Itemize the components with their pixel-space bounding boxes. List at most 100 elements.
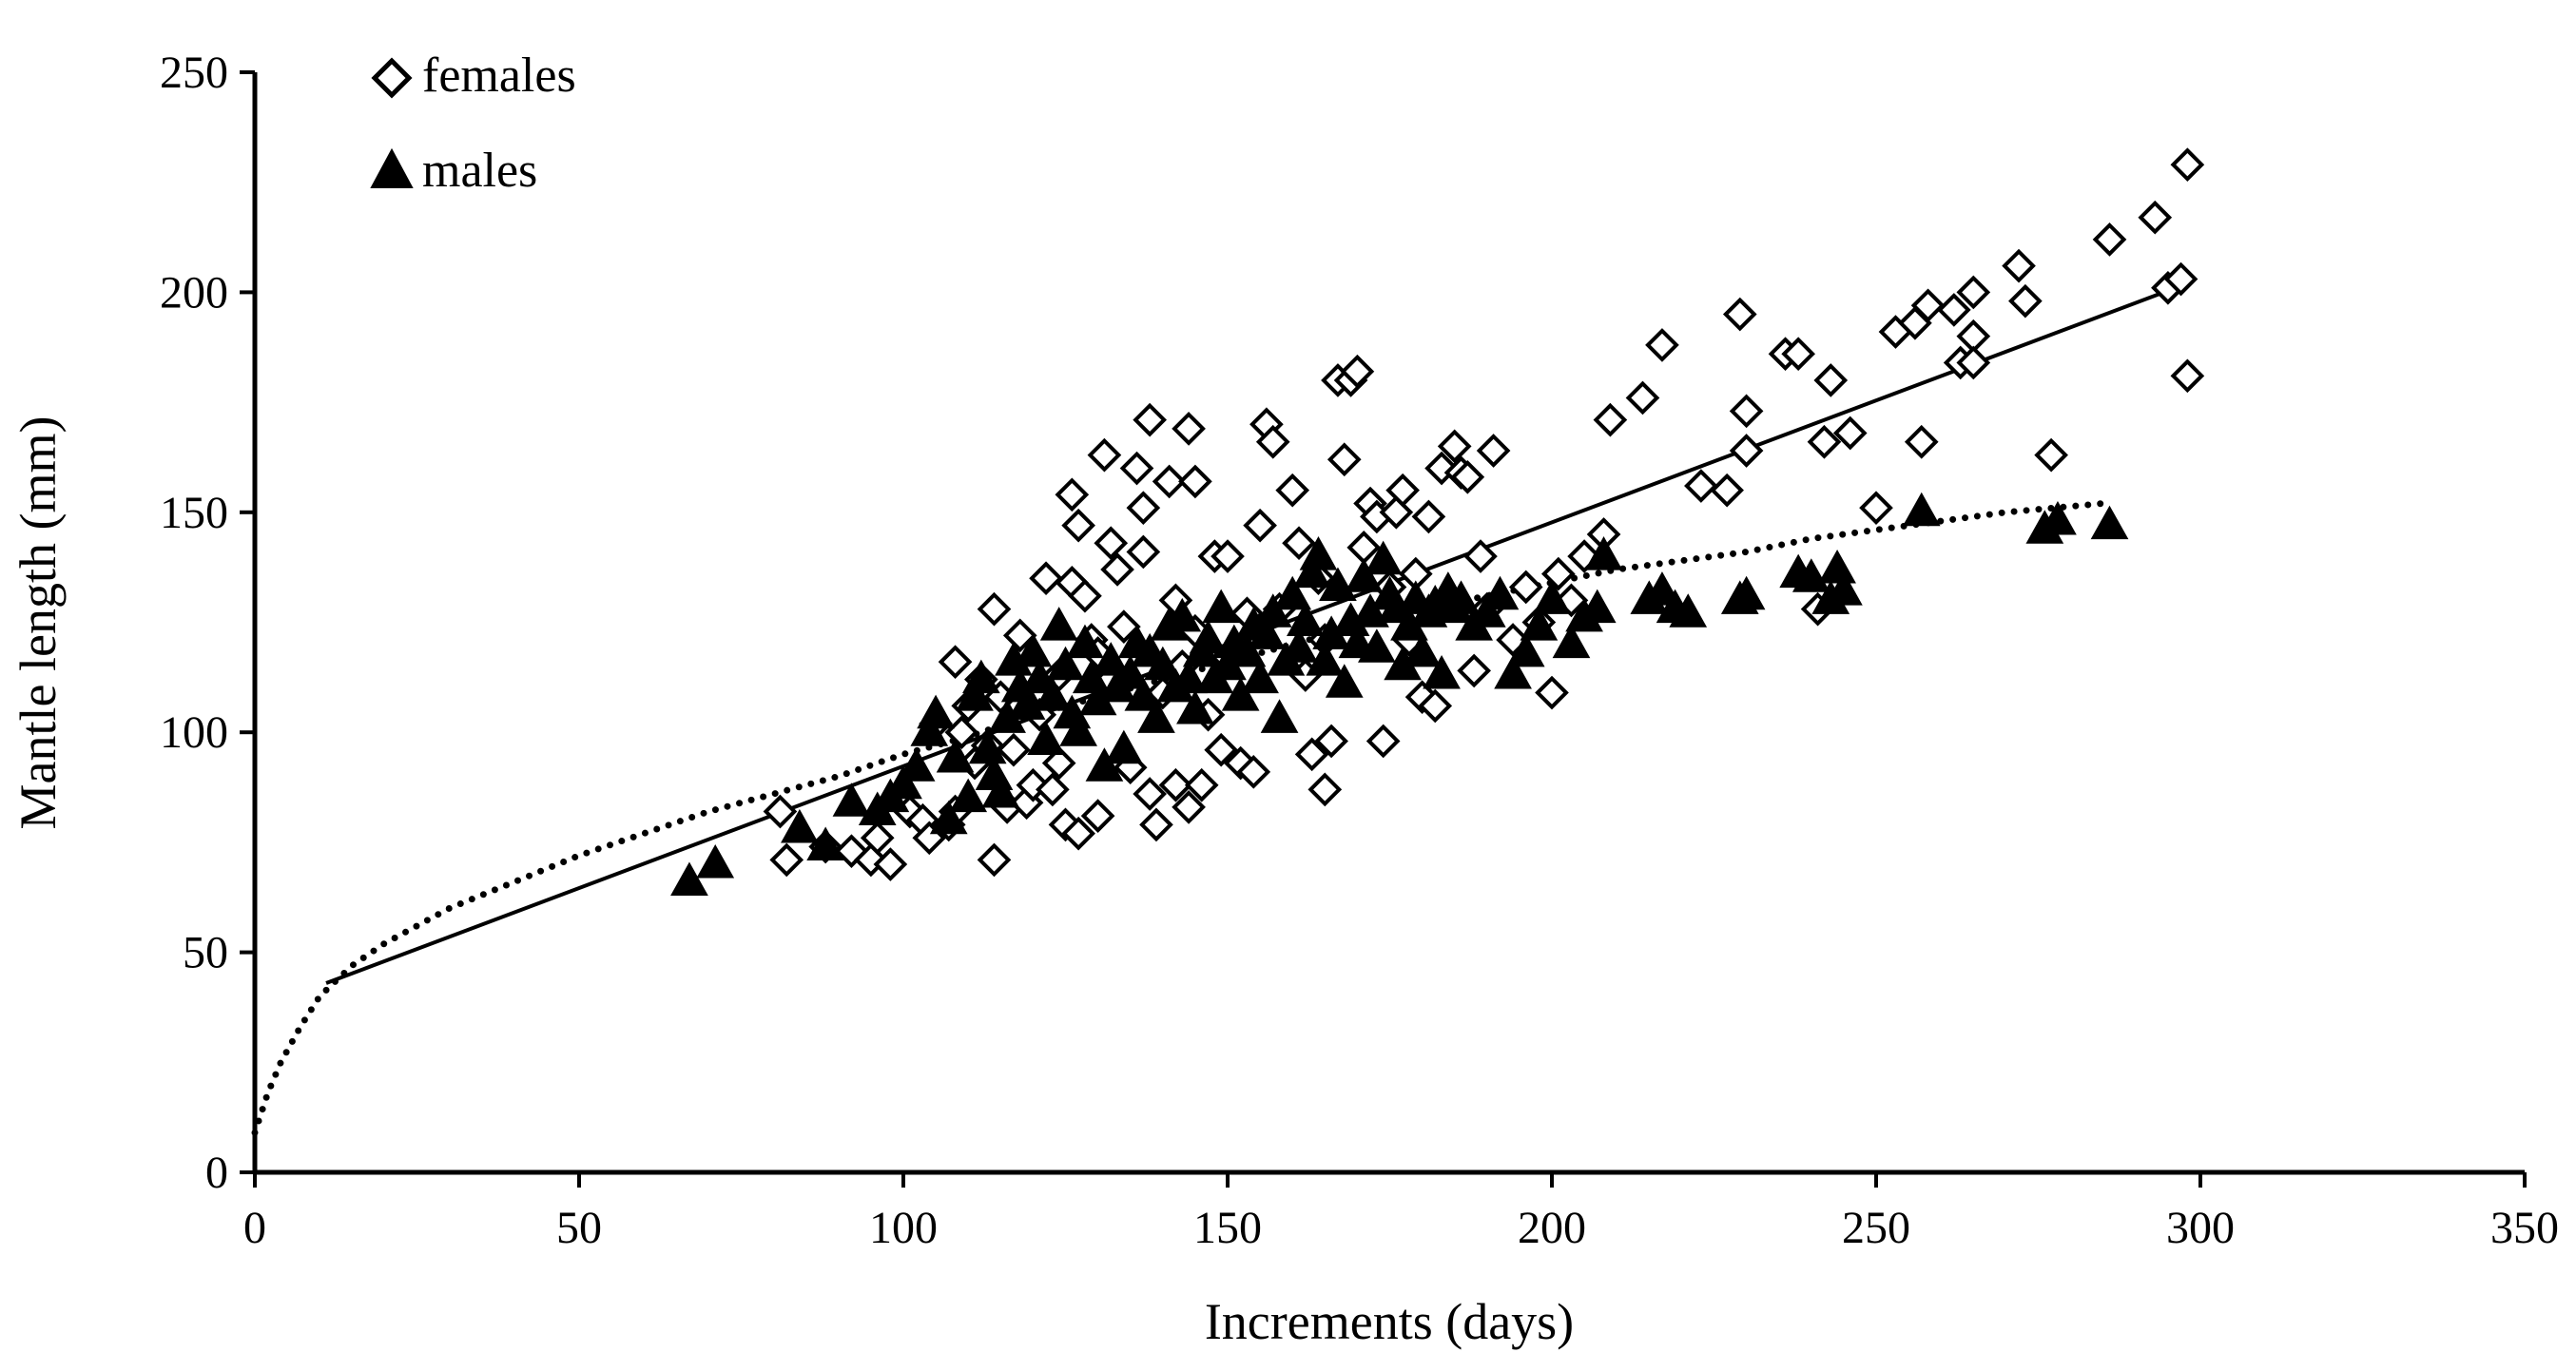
female-point bbox=[1418, 688, 1453, 724]
female-point bbox=[1178, 464, 1212, 499]
male-point bbox=[929, 800, 968, 835]
x-tick-label: 250 bbox=[1842, 1203, 1910, 1253]
female-point bbox=[1294, 737, 1329, 772]
axis-ticks: 0 50 100 150 200 250 300 350 0 50 100 150 200 250 bbox=[160, 48, 2559, 1253]
male-point bbox=[1494, 655, 1532, 689]
x-tick-label: 50 bbox=[556, 1203, 602, 1253]
female-point bbox=[1184, 767, 1219, 802]
male-point bbox=[2090, 505, 2129, 540]
female-point bbox=[1041, 745, 1076, 781]
female-point bbox=[1729, 394, 1764, 429]
female-point bbox=[1061, 816, 1095, 851]
female-point bbox=[1365, 724, 1401, 759]
male-point bbox=[1506, 632, 1545, 667]
female-point bbox=[1535, 675, 1569, 710]
female-point bbox=[1593, 402, 1628, 437]
female-point bbox=[1107, 609, 1141, 644]
female-point bbox=[1710, 473, 1744, 508]
male-point bbox=[884, 764, 922, 800]
female-point bbox=[1172, 412, 1206, 446]
male-point bbox=[1034, 677, 1072, 711]
male-point bbox=[1221, 677, 1260, 711]
male-point bbox=[1520, 607, 1559, 641]
male-point bbox=[1552, 624, 1591, 659]
legend-females-marker bbox=[371, 57, 413, 99]
male-point bbox=[1143, 646, 1182, 681]
male-point bbox=[1299, 536, 1338, 570]
male-point bbox=[1273, 575, 1312, 610]
male-point bbox=[1792, 558, 1830, 592]
trendlines bbox=[251, 281, 2189, 1136]
male-point bbox=[1170, 659, 1208, 694]
female-point bbox=[1307, 772, 1343, 807]
female-point bbox=[1346, 530, 1382, 565]
male-point bbox=[1124, 677, 1163, 711]
legend-males-marker bbox=[370, 147, 414, 188]
male-point bbox=[1467, 593, 1506, 628]
x-tick-label: 0 bbox=[243, 1203, 266, 1253]
y-tick-label: 250 bbox=[160, 48, 228, 98]
female-point bbox=[977, 842, 1012, 878]
male-point bbox=[1403, 632, 1442, 667]
male-point bbox=[1669, 593, 1708, 628]
female-point bbox=[1781, 337, 1815, 372]
male-point bbox=[1319, 567, 1357, 601]
male-point bbox=[1248, 615, 1286, 649]
female-point bbox=[1411, 499, 1446, 534]
male-point bbox=[832, 783, 871, 817]
female-point bbox=[1087, 437, 1122, 473]
female-point bbox=[2008, 283, 2043, 319]
female-point bbox=[1080, 799, 1115, 833]
female-point bbox=[1722, 297, 1757, 332]
female-point bbox=[1282, 526, 1316, 561]
female-point bbox=[1152, 464, 1187, 499]
female-point bbox=[1158, 767, 1193, 802]
female-point bbox=[1068, 578, 1102, 613]
female-point bbox=[1275, 473, 1310, 508]
male-point bbox=[1092, 642, 1131, 676]
male-point bbox=[968, 729, 1007, 764]
male-point bbox=[1202, 589, 1241, 624]
male-point bbox=[1727, 575, 1766, 610]
female-point bbox=[1119, 451, 1154, 486]
male-point bbox=[1358, 628, 1396, 663]
female-point bbox=[1956, 275, 1991, 310]
male-point bbox=[1253, 593, 1292, 628]
female-point bbox=[1243, 508, 1277, 543]
male-point bbox=[696, 844, 735, 879]
female-point bbox=[860, 821, 895, 856]
female-point bbox=[1139, 807, 1173, 842]
male-point bbox=[961, 659, 1000, 694]
female-point bbox=[938, 645, 973, 679]
male-point bbox=[1228, 632, 1267, 667]
male-point bbox=[1039, 607, 1078, 641]
male-point bbox=[910, 712, 949, 746]
male-point bbox=[670, 861, 708, 897]
female-point bbox=[1904, 424, 1939, 459]
female-point bbox=[1450, 459, 1485, 494]
female-point bbox=[997, 732, 1031, 767]
male-point bbox=[1014, 632, 1053, 667]
male-point bbox=[1481, 575, 1520, 610]
female-point bbox=[1956, 345, 1991, 380]
legend: females males bbox=[370, 48, 576, 198]
female-point bbox=[763, 794, 798, 829]
female-point bbox=[2092, 222, 2127, 257]
male-point bbox=[1442, 580, 1481, 614]
y-tick-label: 0 bbox=[205, 1148, 228, 1198]
male-point bbox=[936, 738, 975, 773]
male-point bbox=[1027, 721, 1065, 755]
male-point bbox=[1105, 729, 1143, 764]
y-tick-label: 100 bbox=[160, 707, 228, 758]
male-point bbox=[1280, 628, 1318, 663]
female-point bbox=[1255, 424, 1290, 459]
male-point bbox=[1902, 492, 1941, 527]
male-point bbox=[1260, 699, 1299, 733]
male-point bbox=[806, 826, 845, 861]
female-point bbox=[1859, 491, 1893, 526]
female-point bbox=[1002, 618, 1037, 653]
female-point bbox=[1133, 402, 1167, 437]
female-point bbox=[1937, 293, 1971, 327]
x-tick-label: 100 bbox=[869, 1203, 938, 1253]
female-point bbox=[1211, 539, 1245, 573]
